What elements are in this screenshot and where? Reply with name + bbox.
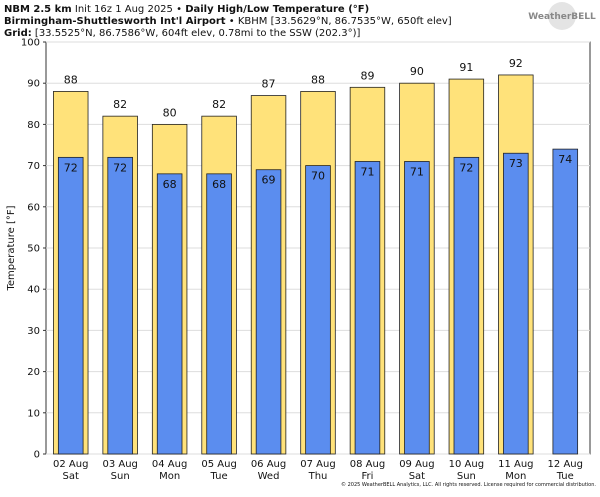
- value-label: 89: [360, 69, 374, 82]
- x-tick-label: 07 Aug: [300, 459, 335, 470]
- value-label: 88: [64, 73, 78, 86]
- model: NBM 2.5 km: [4, 4, 72, 15]
- header-line3: Grid: [33.5525°N, 86.7586°W, 604ft elev,…: [4, 28, 360, 39]
- x-tick-sublabel: Tue: [556, 471, 574, 482]
- x-tick-sublabel: Thu: [308, 471, 328, 482]
- value-label: 71: [410, 165, 424, 178]
- value-label: 71: [360, 165, 374, 178]
- value-label: 82: [113, 98, 127, 111]
- x-tick-sublabel: Sun: [457, 471, 476, 482]
- value-label: 72: [459, 161, 473, 174]
- value-label: 80: [163, 106, 177, 119]
- sep: •: [176, 4, 182, 15]
- x-tick-label: 02 Aug: [53, 459, 88, 470]
- station-info: KBHM [33.5629°N, 86.7535°W, 650ft elev]: [238, 16, 452, 27]
- x-tick-sublabel: Fri: [361, 471, 373, 482]
- x-tick-label: 09 Aug: [399, 459, 434, 470]
- x-tick-label: 06 Aug: [251, 459, 286, 470]
- footer: © 2025 WeatherBELL Analytics, LLC. All r…: [341, 481, 596, 488]
- x-tick-label: 11 Aug: [498, 459, 533, 470]
- value-label: 88: [311, 73, 325, 86]
- y-tick-label: 70: [27, 161, 40, 172]
- init: Init 16z 1 Aug 2025: [75, 4, 173, 15]
- bar: [57, 156, 84, 455]
- x-tick-sublabel: Mon: [159, 471, 180, 482]
- x-tick-label: 04 Aug: [152, 459, 187, 470]
- y-tick-label: 90: [27, 79, 40, 90]
- sep: •: [229, 16, 235, 27]
- header-line2: Birmingham-Shuttlesworth Int'l Airport •…: [4, 16, 452, 27]
- value-label: 69: [262, 174, 276, 187]
- bar: [503, 152, 529, 455]
- bar: [354, 161, 381, 455]
- station: Birmingham-Shuttlesworth Int'l Airport: [4, 16, 226, 27]
- value-label: 82: [212, 98, 226, 111]
- value-label: 72: [64, 161, 78, 174]
- value-label: 90: [410, 65, 424, 78]
- header-line1: NBM 2.5 km Init 16z 1 Aug 2025 • Daily H…: [4, 4, 369, 15]
- x-tick-label: 08 Aug: [350, 459, 385, 470]
- y-tick-label: 40: [27, 285, 40, 296]
- bar: [107, 156, 133, 455]
- x-tick-sublabel: Sat: [63, 471, 79, 482]
- value-label: 73: [509, 157, 523, 170]
- y-tick-label: 0: [34, 450, 40, 461]
- x-tick-sublabel: Wed: [258, 471, 280, 482]
- value-label: 72: [113, 161, 127, 174]
- x-tick-sublabel: Mon: [505, 471, 526, 482]
- value-label: 68: [163, 178, 177, 191]
- logo-mark: [548, 2, 576, 30]
- x-tick-sublabel: Sat: [409, 471, 425, 482]
- y-tick-label: 30: [27, 326, 40, 337]
- value-label: 74: [558, 153, 572, 166]
- grid-info: [33.5525°N, 86.7586°W, 604ft elev, 0.78m…: [35, 28, 361, 39]
- value-label: 92: [509, 57, 523, 70]
- x-tick-sublabel: Tue: [210, 471, 228, 482]
- value-label: 87: [262, 78, 276, 91]
- bar: [206, 173, 232, 455]
- value-label: 68: [212, 178, 226, 191]
- y-axis-label: Temperature [°F]: [6, 205, 17, 291]
- x-tick-label: 12 Aug: [548, 459, 583, 470]
- x-tick-label: 05 Aug: [201, 459, 236, 470]
- y-tick-label: 80: [27, 120, 40, 131]
- chart-title: Daily High/Low Temperature (°F): [185, 4, 369, 15]
- x-tick-label: 10 Aug: [449, 459, 484, 470]
- bar: [552, 148, 579, 455]
- logo: WeatherBELL: [528, 12, 596, 22]
- value-label: 70: [311, 170, 325, 183]
- bar: [305, 165, 331, 455]
- x-tick-sublabel: Sun: [111, 471, 130, 482]
- bar: [404, 161, 430, 455]
- x-tick-label: 03 Aug: [102, 459, 137, 470]
- grid-label: Grid:: [4, 28, 32, 39]
- bar: [156, 173, 183, 455]
- bar: [255, 169, 282, 455]
- y-tick-label: 100: [21, 38, 40, 49]
- value-label: 91: [459, 61, 473, 74]
- y-tick-label: 20: [27, 367, 40, 378]
- y-tick-label: 60: [27, 202, 40, 213]
- bar: [453, 156, 480, 455]
- y-tick-label: 50: [27, 244, 40, 255]
- y-tick-label: 10: [27, 408, 40, 419]
